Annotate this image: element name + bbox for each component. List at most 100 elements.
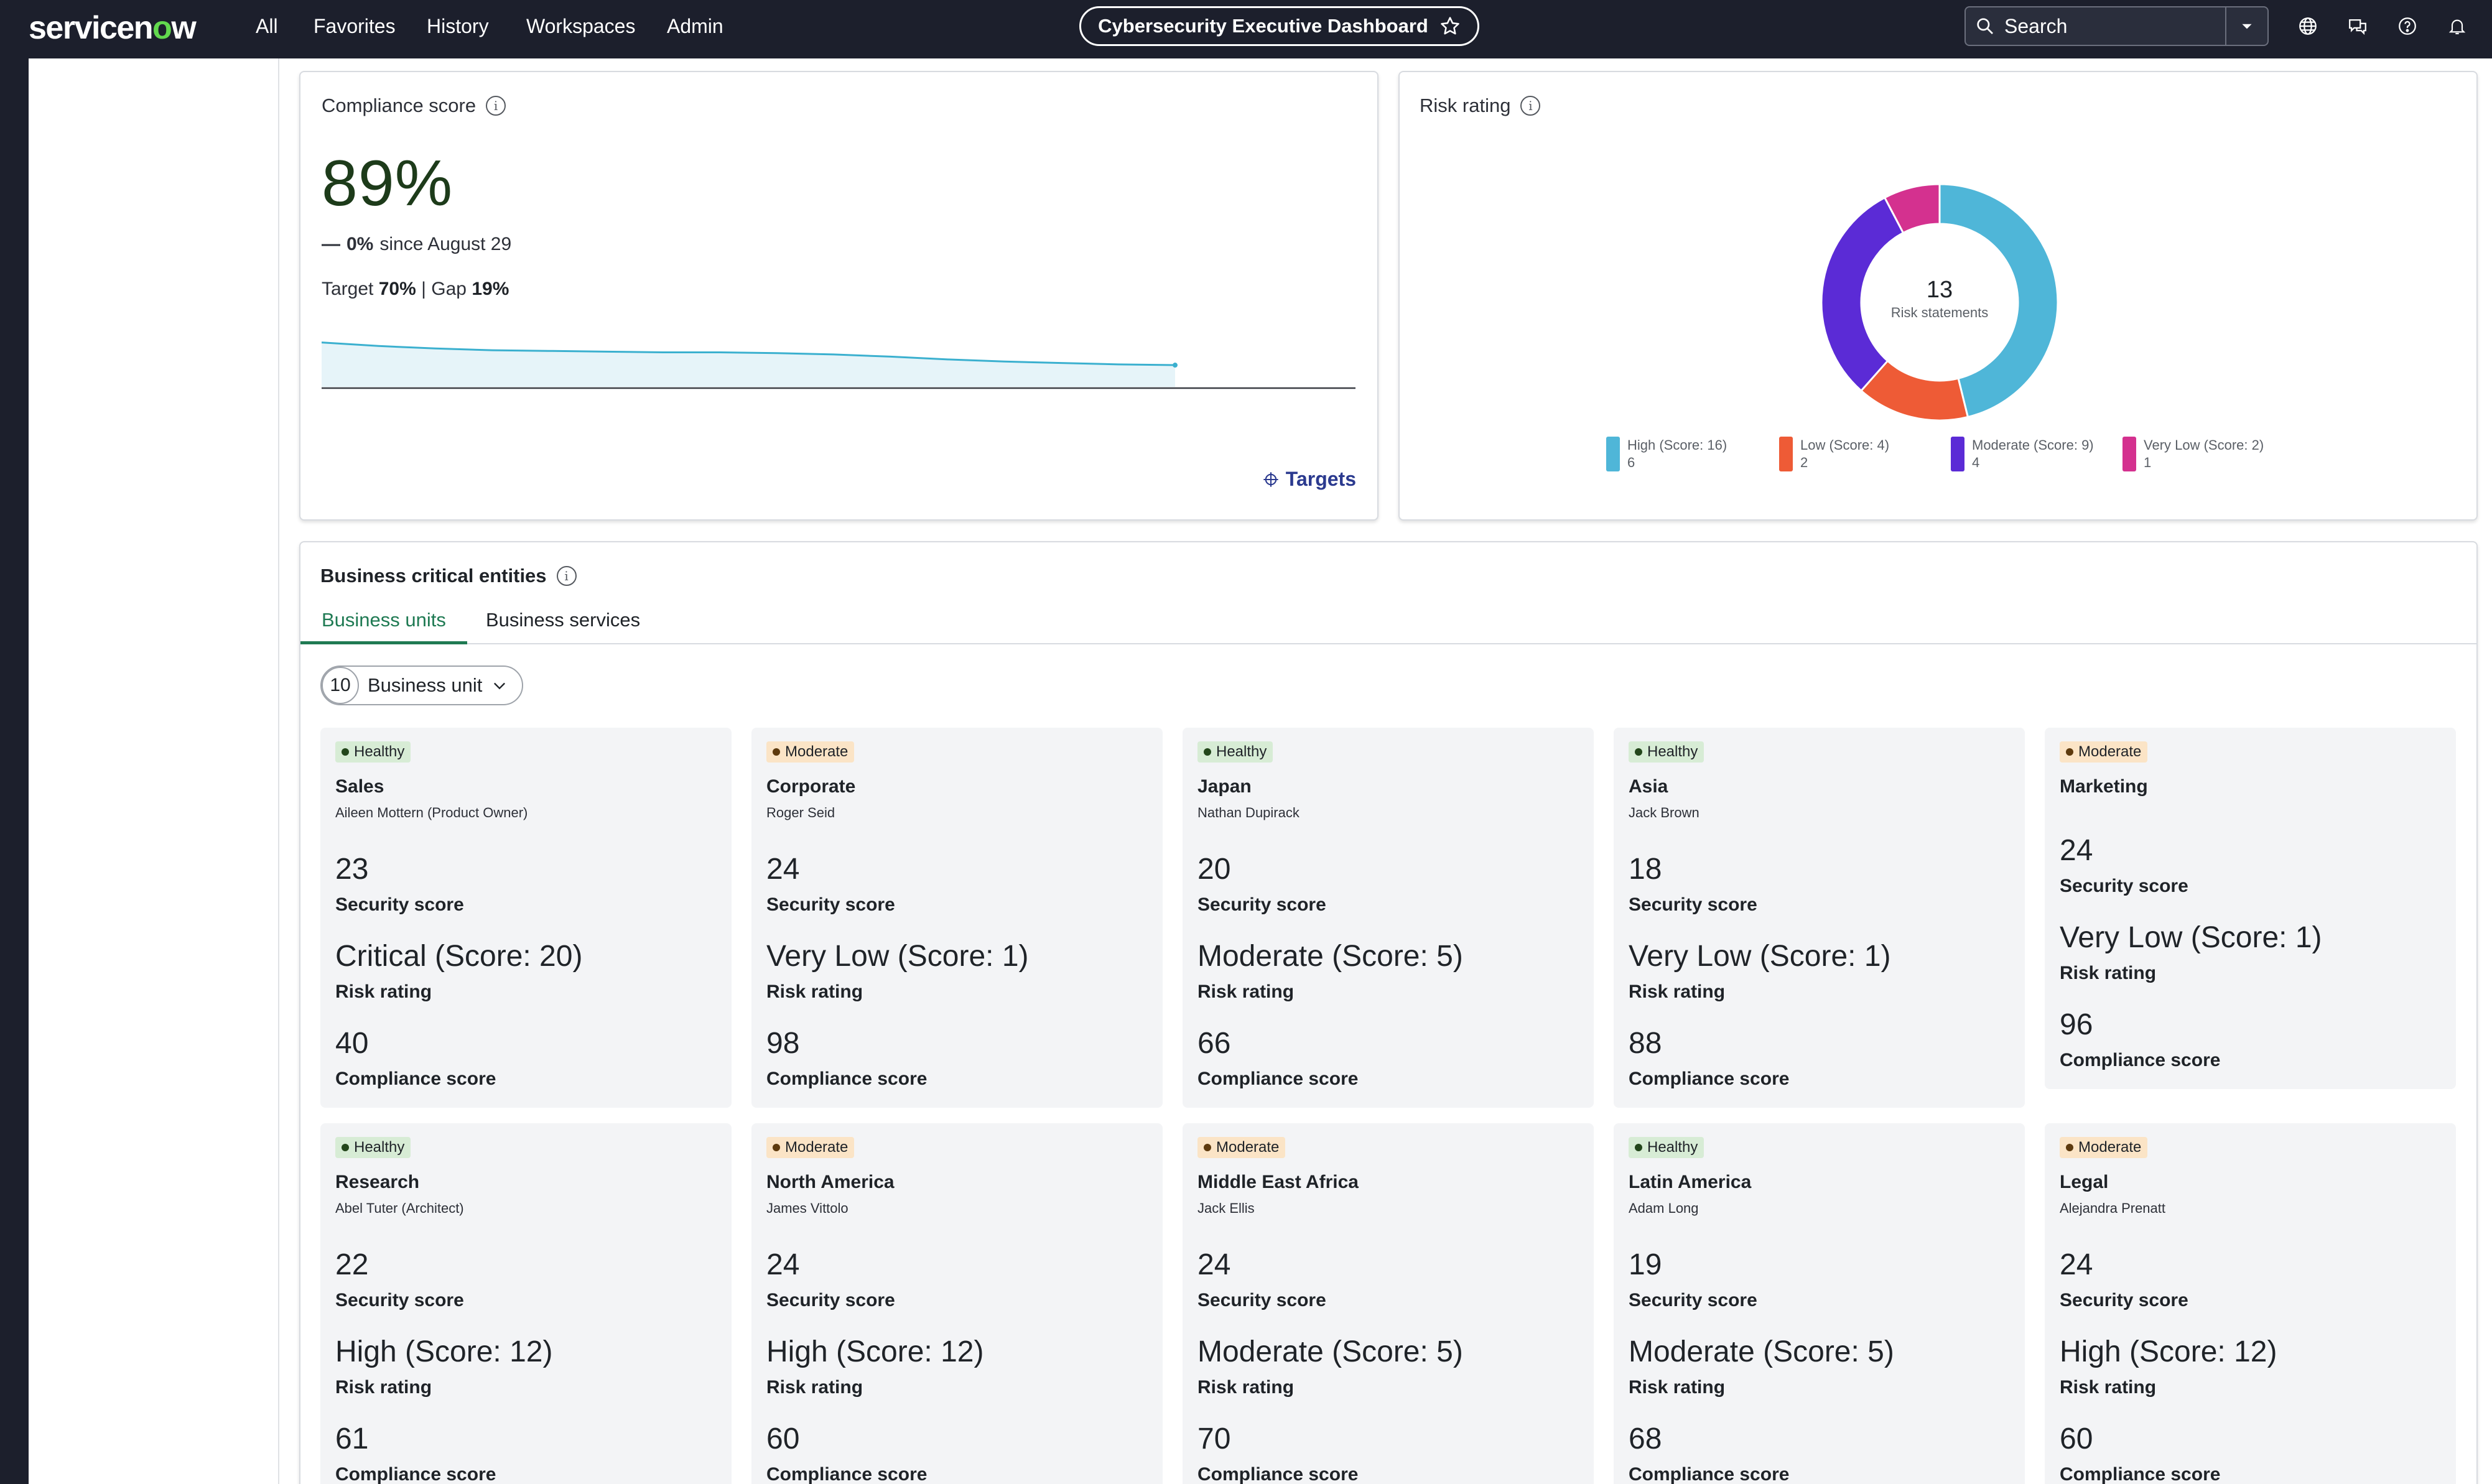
compliance-score-value: 96: [2060, 1008, 2093, 1041]
entities-card-title: Business critical entities: [320, 565, 547, 587]
security-score-label: Security score: [1629, 1290, 1757, 1310]
status-badge: Healthy: [1629, 1137, 1704, 1158]
business-unit-tile[interactable]: Moderate Corporate Roger Seid 24 Security sc…: [751, 728, 1163, 1108]
business-unit-tile[interactable]: Moderate Marketing 24 Security score Very Lo…: [2045, 728, 2456, 1089]
business-unit-owner: Jack Brown: [1629, 805, 1699, 820]
business-unit-name: Legal: [2060, 1172, 2109, 1192]
sparkline-end-point: [1173, 363, 1178, 368]
compliance-score-card: Compliance score i 89% — 0% since August…: [299, 71, 1379, 521]
legend-swatch: [2122, 437, 2136, 471]
business-unit-tile[interactable]: Moderate North America James Vittolo 24 Secu…: [751, 1123, 1163, 1484]
status-badge-label: Moderate: [785, 1139, 848, 1156]
business-unit-owner: James Vittolo: [766, 1200, 848, 1216]
status-badge: Healthy: [335, 1137, 411, 1158]
compliance-score-value: 98: [766, 1027, 800, 1060]
donut-slice-low[interactable]: [1859, 359, 1969, 422]
help-icon[interactable]: [2395, 14, 2420, 39]
business-unit-tile[interactable]: Moderate Legal Alejandra Prenatt 24 Security…: [2045, 1123, 2456, 1484]
business-unit-tile[interactable]: Moderate Middle East Africa Jack Ellis 24 Se…: [1183, 1123, 1594, 1484]
security-score-value: 24: [766, 853, 800, 886]
security-score-label: Security score: [766, 894, 895, 915]
status-badge: Moderate: [2060, 741, 2148, 763]
targets-link[interactable]: Targets: [1262, 468, 1356, 491]
servicenow-logo[interactable]: servicen o w: [29, 6, 197, 50]
star-icon[interactable]: [1439, 16, 1461, 37]
chat-icon[interactable]: [2345, 14, 2370, 39]
business-unit-name: Japan: [1197, 776, 1252, 797]
security-score-value: 24: [766, 1248, 800, 1281]
risk-rating-value: Critical (Score: 20): [335, 940, 583, 973]
risk-donut-chart[interactable]: 13 Risk statements: [1803, 165, 2076, 439]
status-badge: Moderate: [766, 1137, 855, 1158]
risk-rating-value: High (Score: 12): [2060, 1335, 2277, 1368]
legend-label: Very Low (Score: 2): [2144, 437, 2264, 453]
business-unit-name: Corporate: [766, 776, 856, 797]
compliance-score-label: Compliance score: [766, 1069, 928, 1089]
status-badge-label: Healthy: [354, 743, 405, 760]
risk-card-title: Risk rating: [1420, 95, 1511, 116]
target-label: Target: [322, 279, 374, 299]
nav-item-history[interactable]: History: [427, 15, 489, 37]
security-score-value: 18: [1629, 853, 1662, 886]
nav-item-favorites[interactable]: Favorites: [314, 15, 396, 37]
security-score-label: Security score: [2060, 876, 2188, 896]
legend-item-high[interactable]: High (Score: 16) 6: [1606, 437, 1727, 471]
risk-rating-value: Very Low (Score: 1): [2060, 921, 2322, 954]
delta-value: 0%: [346, 234, 374, 254]
info-icon[interactable]: i: [486, 96, 506, 116]
business-unit-name: Research: [335, 1172, 420, 1192]
business-unit-tile[interactable]: Healthy Asia Jack Brown 18 Security score Ver…: [1614, 728, 2025, 1108]
business-unit-tile[interactable]: Healthy Research Abel Tuter (Architect) 22 S…: [320, 1123, 732, 1484]
dashboard-title-pill[interactable]: Cybersecurity Executive Dashboard: [1079, 6, 1479, 46]
security-score-label: Security score: [766, 1290, 895, 1310]
status-dot-icon: [342, 1144, 349, 1151]
risk-rating-label: Risk rating: [1197, 1377, 1295, 1398]
legend-item-very-low[interactable]: Very Low (Score: 2) 1: [2122, 437, 2264, 471]
risk-card-header: Risk rating i: [1420, 95, 1541, 117]
compliance-score-value: 70: [1197, 1422, 1231, 1455]
risk-rating-label: Risk rating: [766, 1377, 863, 1398]
risk-rating-label: Risk rating: [335, 981, 432, 1002]
business-unit-tile[interactable]: Healthy Japan Nathan Dupirack 20 Security sc…: [1183, 728, 1594, 1108]
status-dot-icon: [1204, 748, 1211, 756]
search-scope-dropdown[interactable]: [2225, 7, 2267, 45]
compliance-score-value: 40: [335, 1027, 369, 1060]
security-score-label: Security score: [335, 1290, 464, 1310]
targets-link-label: Targets: [1285, 468, 1356, 490]
donut-center-value: 13: [1927, 277, 1953, 303]
business-unit-tile[interactable]: Healthy Sales Aileen Mottern (Product Owne…: [320, 728, 732, 1108]
business-unit-filter[interactable]: 10 Business unit: [320, 665, 524, 705]
risk-rating-card: Risk rating i 13 Risk statements High (S…: [1398, 71, 2478, 521]
info-icon[interactable]: i: [1520, 96, 1541, 116]
security-score-value: 19: [1629, 1248, 1662, 1281]
sparkline-area: [322, 342, 1175, 387]
donut-slice-moderate[interactable]: [1820, 196, 1905, 392]
globe-icon[interactable]: [2295, 14, 2320, 39]
security-score-label: Security score: [2060, 1290, 2188, 1310]
legend-swatch: [1606, 437, 1620, 471]
target-gap-separator: |: [421, 279, 426, 299]
risk-rating-label: Risk rating: [766, 981, 863, 1002]
compliance-score-label: Compliance score: [1197, 1069, 1359, 1089]
risk-rating-label: Risk rating: [2060, 1377, 2157, 1398]
security-score-value: 20: [1197, 853, 1231, 886]
status-dot-icon: [1635, 748, 1642, 756]
donut-slice-high[interactable]: [1938, 183, 2059, 419]
nav-item-admin[interactable]: Admin: [667, 15, 723, 37]
tab-business-services[interactable]: Business services: [486, 609, 641, 631]
logo-text-suffix: w: [171, 10, 196, 46]
tab-business-units[interactable]: Business units: [300, 605, 467, 644]
nav-item-all[interactable]: All: [256, 15, 278, 37]
legend-item-moderate[interactable]: Moderate (Score: 9) 4: [1951, 437, 2094, 471]
risk-rating-value: Moderate (Score: 5): [1629, 1335, 1894, 1368]
compliance-card-title: Compliance score: [322, 95, 477, 116]
search-input[interactable]: Search: [2004, 14, 2068, 37]
global-search[interactable]: Search: [1964, 6, 2269, 46]
status-badge-label: Moderate: [785, 743, 848, 760]
business-unit-tile[interactable]: Healthy Latin America Adam Long 19 Security …: [1614, 1123, 2025, 1484]
bell-icon[interactable]: [2445, 14, 2470, 39]
legend-item-low[interactable]: Low (Score: 4) 2: [1779, 437, 1889, 471]
nav-item-workspaces[interactable]: Workspaces: [526, 15, 636, 37]
status-badge-label: Healthy: [1216, 743, 1267, 760]
info-icon[interactable]: i: [556, 566, 577, 586]
